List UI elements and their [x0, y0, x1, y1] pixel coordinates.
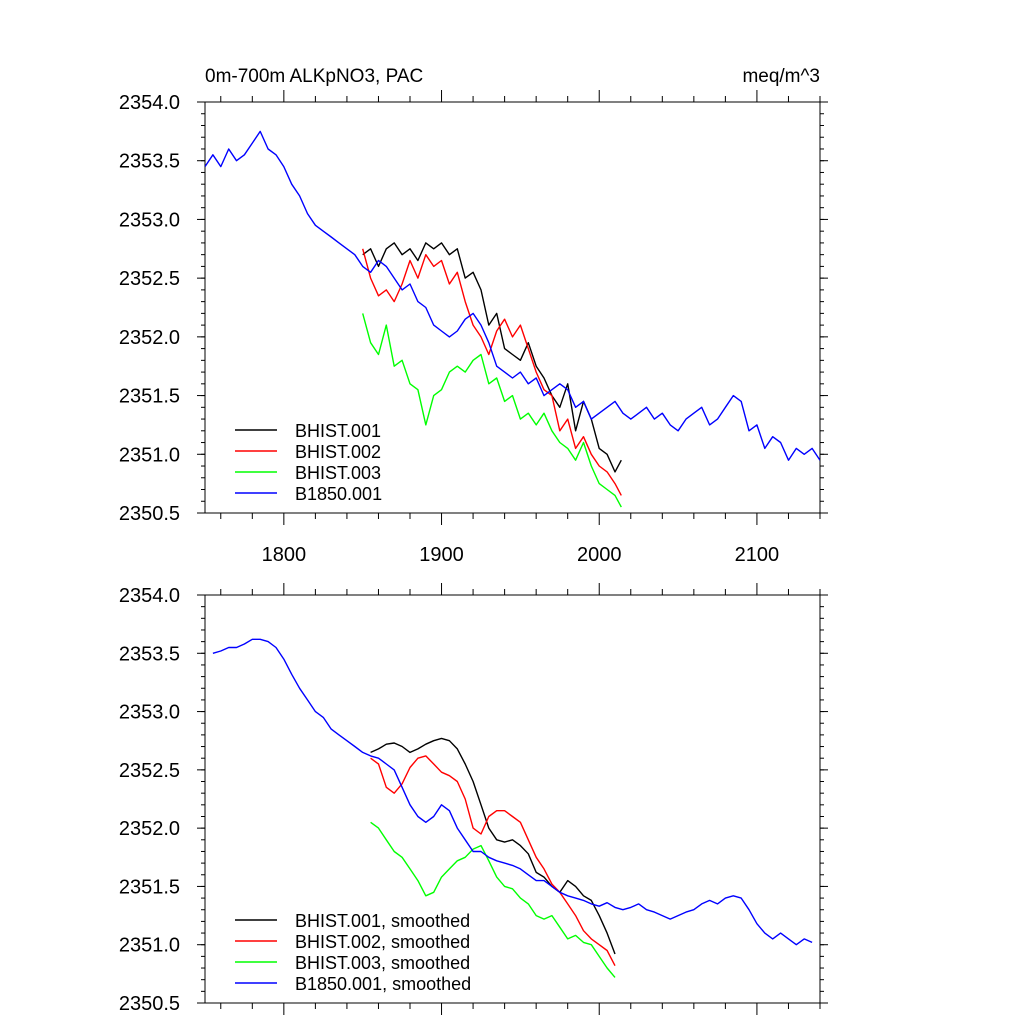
- y-tick-label: 2353.0: [119, 209, 180, 231]
- x-tick-label: 1800: [262, 544, 307, 566]
- top-panel: 2350.5 2351.0 2351.5 2352.0 2352.5 2353.0 2353…: [119, 66, 828, 566]
- y-tick-label: 2353.0: [119, 702, 180, 724]
- y-tick-label: 2352.5: [119, 268, 180, 290]
- series-line-1: [362, 242, 622, 473]
- legend-label: BHIST.003, smoothed: [295, 953, 470, 973]
- legend-label: B1850.001, smoothed: [295, 974, 471, 994]
- y-tick-label: 2350.5: [119, 993, 180, 1015]
- series-group: [212, 638, 813, 978]
- legend-label: B1850.001: [295, 484, 382, 504]
- legend-label: BHIST.003: [295, 463, 381, 483]
- y-tick-label: 2351.0: [119, 444, 180, 466]
- bottom-panel: 2350.5 2351.0 2351.5 2352.0 2352.5 2353.0 2353…: [119, 583, 828, 1015]
- legend-label: BHIST.002: [295, 442, 381, 462]
- y-tick-label: 2351.5: [119, 876, 180, 898]
- legend-label: BHIST.001, smoothed: [295, 911, 470, 931]
- y-tick-label: 2353.5: [119, 643, 180, 665]
- y-tick-label: 2352.0: [119, 327, 180, 349]
- x-tick-label: 2100: [735, 544, 780, 566]
- chart-units: meq/m^3: [742, 66, 820, 87]
- series-line-1: [370, 737, 616, 955]
- legend-label: BHIST.001: [295, 421, 381, 441]
- y-tick-label: 2354.0: [119, 585, 180, 607]
- series-line-3: [362, 313, 622, 508]
- series-line-2: [370, 755, 616, 967]
- legend-label: BHIST.002, smoothed: [295, 932, 470, 952]
- series-group: [205, 130, 820, 508]
- x-tick-label: 2000: [577, 544, 622, 566]
- series-line-4: [205, 130, 820, 461]
- y-tick-label: 2352.0: [119, 818, 180, 840]
- y-tick-label: 2350.5: [119, 503, 180, 525]
- series-line-4: [212, 638, 813, 946]
- plot-frame: [204, 101, 821, 514]
- y-tick-label: 2351.0: [119, 935, 180, 957]
- series-line-3: [370, 821, 616, 978]
- y-tick-label: 2353.5: [119, 151, 180, 173]
- plot-frame: [204, 594, 821, 1004]
- series-line-2: [362, 248, 622, 496]
- x-tick-label: 1900: [419, 544, 464, 566]
- chart-title: 0m-700m ALKpNO3, PAC: [205, 66, 423, 87]
- y-tick-label: 2354.0: [119, 92, 180, 114]
- y-tick-label: 2352.5: [119, 760, 180, 782]
- y-tick-label: 2351.5: [119, 386, 180, 408]
